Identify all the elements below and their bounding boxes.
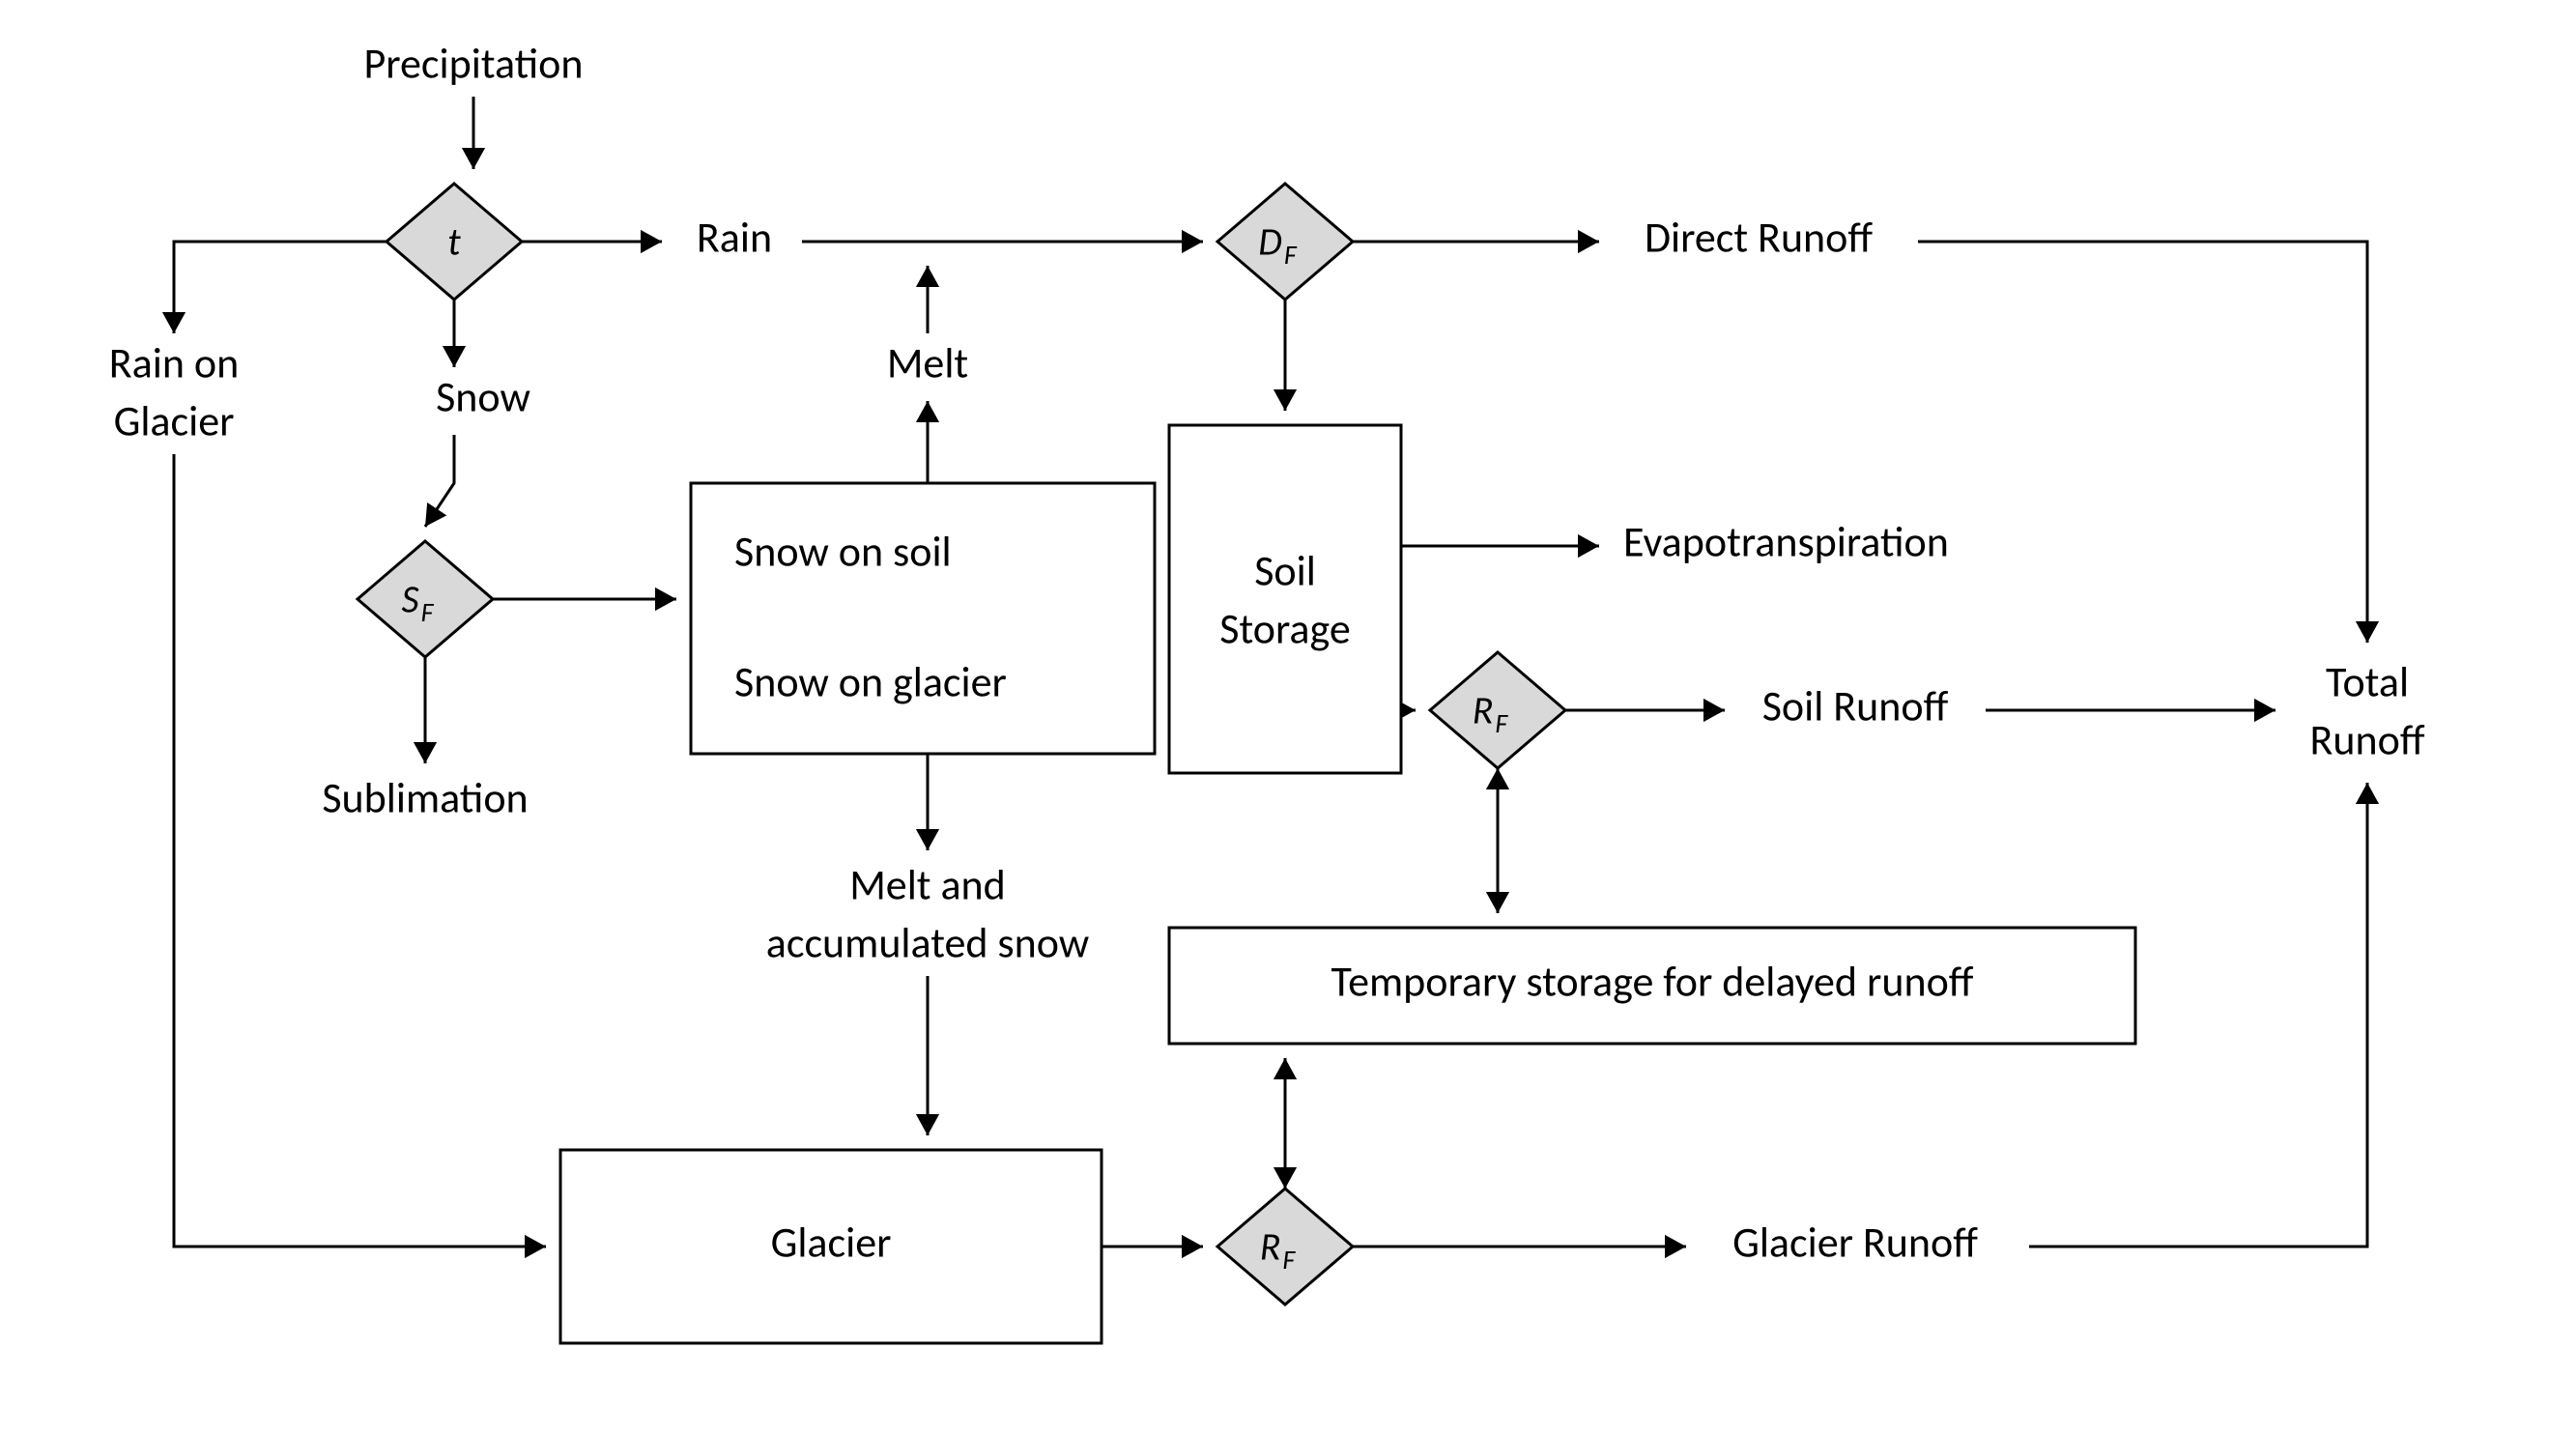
label-sublimation: Sublimation	[322, 772, 528, 824]
label-rain_on_glacier_l2: Glacier	[114, 395, 235, 447]
label-melt_acc_l2: accumulated snow	[766, 917, 1089, 969]
edge-rain_on_glacier_down	[174, 454, 546, 1247]
label-evapotranspiration: Evapotranspiration	[1623, 516, 1949, 568]
label-rain: Rain	[697, 212, 772, 264]
label-melt: Melt	[887, 337, 968, 389]
label-snow: Snow	[436, 371, 530, 423]
edge-t_to_rain_on_glacier	[174, 242, 386, 333]
label-rain_on_glacier_l1: Rain on	[109, 337, 239, 389]
process-snow_box-line0: Snow on soil	[734, 526, 952, 578]
label-glacier_runoff: Glacier Runoff	[1732, 1217, 1978, 1269]
process-soil_storage-line1: Storage	[1219, 603, 1350, 655]
label-precipitation: Precipitation	[363, 38, 583, 90]
process-snow_box-line1: Snow on glacier	[734, 656, 1007, 708]
label-soil_runoff: Soil Runoff	[1762, 680, 1949, 732]
process-glacier-line0: Glacier	[771, 1217, 892, 1269]
process-temp_storage-line0: Temporary storage for delayed runoff	[1331, 956, 1974, 1008]
label-total_runoff_l2: Runoff	[2309, 714, 2424, 766]
label-direct_runoff: Direct Runoff	[1645, 212, 1873, 264]
process-snow_box	[691, 483, 1155, 754]
edge-direct_to_total	[1918, 242, 2367, 643]
process-soil_storage	[1169, 425, 1401, 773]
label-melt_acc_l1: Melt and	[849, 859, 1006, 911]
process-soil_storage-line0: Soil	[1254, 545, 1316, 597]
label-total_runoff_l1: Total	[2326, 656, 2409, 708]
decision-label-t: t	[447, 218, 461, 266]
